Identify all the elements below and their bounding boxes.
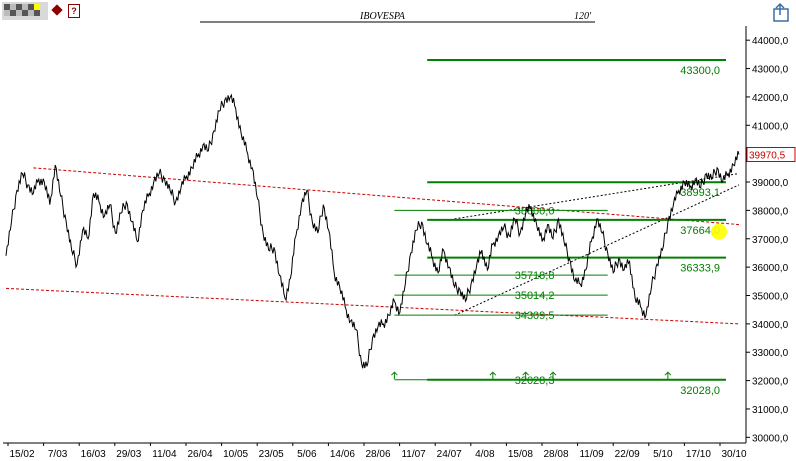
fib-level-label: 34309,5	[515, 310, 555, 322]
x-tick-label: 5/06	[297, 449, 317, 460]
chart-title: IBOVESPA	[359, 11, 406, 22]
zoom-icon[interactable]	[768, 2, 792, 24]
level-label: 38993,1	[680, 187, 720, 199]
x-tick-label: 10/05	[223, 449, 248, 460]
level-label: 37664,0	[680, 225, 720, 237]
dotted-trend-line	[454, 184, 740, 316]
x-tick-label: 17/10	[686, 449, 711, 460]
last-price-label: 39970,5	[749, 151, 786, 162]
y-tick-label: 38000,0	[752, 206, 789, 217]
x-tick-label: 29/03	[116, 449, 141, 460]
fib-level-label: 35014,2	[515, 290, 555, 302]
toolbar: ?	[0, 0, 100, 24]
level-label: 43300,0	[680, 65, 720, 77]
x-tick-label: 26/04	[187, 449, 212, 460]
y-tick-label: 41000,0	[752, 121, 789, 132]
y-tick-label: 44000,0	[752, 36, 789, 47]
trend-channel-line	[5, 287, 740, 325]
y-tick-label: 43000,0	[752, 65, 789, 76]
fib-level-label: 38000,0	[515, 205, 555, 217]
arrow-mark	[664, 371, 672, 380]
arrow-mark	[489, 371, 497, 380]
x-tick-label: 16/03	[81, 449, 106, 460]
x-tick-label: 5/10	[653, 449, 673, 460]
trend-channel-line	[33, 167, 740, 226]
x-tick-label: 11/04	[152, 449, 177, 460]
chart-period: 120'	[574, 11, 592, 22]
x-tick-label: 24/07	[437, 449, 462, 460]
fib-level-label: 35718,8	[515, 270, 555, 282]
y-tick-label: 42000,0	[752, 93, 789, 104]
level-label: 32028,0	[680, 385, 720, 397]
x-tick-label: 23/05	[259, 449, 284, 460]
last-price-box	[746, 147, 796, 163]
help-icon[interactable]: ?	[68, 4, 80, 18]
x-tick-label: 4/08	[475, 449, 495, 460]
x-tick-label: 28/06	[365, 449, 390, 460]
x-tick-label: 11/09	[579, 449, 604, 460]
level-label: 36333,9	[680, 263, 720, 275]
price-line	[5, 93, 740, 369]
y-tick-label: 31000,0	[752, 405, 789, 416]
fib-level-label: 32028,3	[515, 375, 555, 387]
arrow-mark	[522, 371, 530, 380]
y-tick-label: 35000,0	[752, 291, 789, 302]
y-tick-label: 39000,0	[752, 178, 789, 189]
y-tick-label: 34000,0	[752, 320, 789, 331]
arrow-mark	[391, 371, 398, 380]
x-tick-label: 28/08	[543, 449, 568, 460]
dotted-trend-line	[454, 173, 740, 220]
highlight-marker	[711, 223, 727, 240]
x-tick-label: 15/08	[508, 449, 533, 460]
y-tick-label: 30000,0	[752, 433, 789, 444]
x-tick-label: 7/03	[48, 449, 68, 460]
y-tick-label: 36000,0	[752, 263, 789, 274]
y-tick-label: 32000,0	[752, 377, 789, 388]
arrow-mark	[549, 371, 557, 380]
y-tick-label: 37000,0	[752, 235, 789, 246]
x-tick-label: 30/10	[721, 449, 746, 460]
x-tick-label: 15/02	[9, 449, 34, 460]
logo-icon[interactable]	[2, 2, 48, 20]
x-tick-label: 22/09	[615, 449, 640, 460]
x-tick-label: 11/07	[401, 449, 426, 460]
x-tick-label: 14/06	[330, 449, 355, 460]
y-tick-label: 33000,0	[752, 348, 789, 359]
